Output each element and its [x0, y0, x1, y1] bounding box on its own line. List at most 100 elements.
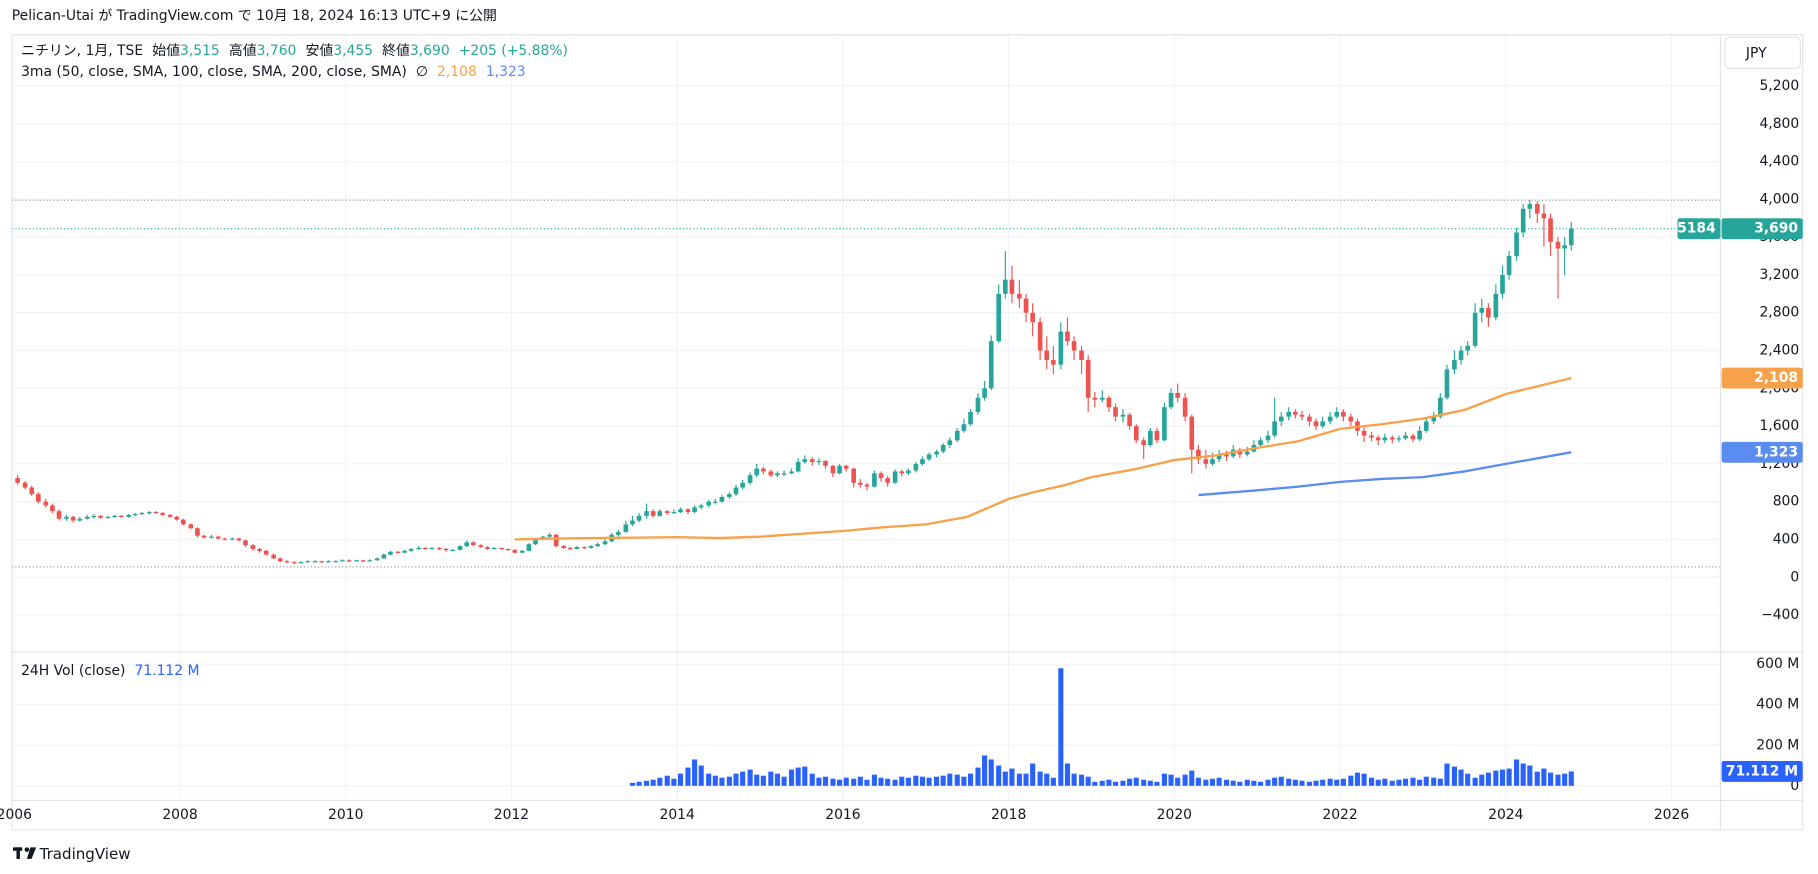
candle-body	[789, 471, 794, 474]
volume-bar	[975, 767, 981, 786]
candle-body	[940, 445, 946, 452]
volume-bar	[1382, 778, 1388, 786]
volume-bar	[913, 775, 919, 786]
volume-bar	[1058, 668, 1064, 786]
candle-body	[1452, 359, 1457, 370]
candle-body	[1527, 204, 1533, 209]
candle-body	[1009, 279, 1015, 294]
x-tick-label: 2016	[825, 807, 860, 823]
candle-body	[346, 560, 352, 562]
candle-body	[1258, 440, 1263, 446]
candle-body	[1272, 421, 1277, 436]
volume-bar	[954, 774, 960, 786]
moving-average	[514, 376, 1572, 541]
candle-body	[823, 461, 828, 466]
candle-body	[934, 451, 939, 455]
volume-bar	[1306, 781, 1312, 786]
volume-bar	[1555, 774, 1561, 786]
volume-bar	[1479, 774, 1485, 786]
candle-body	[91, 515, 97, 518]
candle-body	[1051, 359, 1056, 365]
volume-bar	[795, 767, 801, 786]
plot	[15, 200, 1574, 786]
candle-body	[478, 545, 484, 548]
symbol-badge-label: 5184	[1677, 221, 1716, 237]
candle-body	[837, 465, 842, 474]
volume-bar	[1182, 774, 1188, 786]
candle-body	[1520, 208, 1526, 233]
candle-body	[982, 388, 987, 398]
volume-bar	[1189, 770, 1195, 786]
logo-text: TradingView	[39, 845, 131, 863]
volume-bar	[1292, 779, 1298, 786]
candle-body	[1017, 293, 1022, 299]
volume-bar	[1389, 780, 1395, 786]
candle-body	[1023, 298, 1029, 313]
open-value: 3,515	[180, 43, 220, 59]
candle-body	[1113, 407, 1118, 417]
volume-bar	[878, 777, 884, 786]
candle-body	[471, 542, 476, 546]
currency[interactable]: JPY	[1745, 45, 1767, 61]
candle-body	[1244, 451, 1250, 455]
candle-body	[1168, 393, 1174, 408]
candle-body	[775, 473, 780, 476]
candle-body	[1382, 437, 1388, 441]
volume-bar	[892, 779, 898, 786]
candle-body	[567, 547, 573, 550]
candle-body	[1085, 359, 1091, 398]
candle-body	[381, 554, 387, 559]
x-tick-label: 2020	[1157, 807, 1192, 823]
candle-body	[1127, 414, 1132, 427]
change: +205 (+5.88%)	[459, 43, 568, 59]
price-badge	[1721, 760, 1803, 782]
axes: −40004008001,2001,6002,0002,4002,8003,20…	[0, 78, 1803, 823]
candle-body	[547, 534, 552, 537]
volume-bar	[1458, 769, 1464, 786]
y-tick-label: 1,600	[1759, 418, 1799, 434]
candle-body	[802, 459, 808, 463]
candle-body	[1133, 426, 1139, 441]
candle-body	[664, 511, 670, 514]
volume-bar	[1562, 773, 1568, 786]
volume-bar	[1327, 778, 1333, 786]
candle-body	[15, 478, 20, 483]
candle-body	[582, 547, 587, 549]
price-badge	[1721, 367, 1803, 389]
candle-body	[988, 341, 994, 389]
candle-body	[209, 536, 214, 538]
candle-body	[926, 454, 932, 460]
candle-body	[851, 468, 857, 483]
candle-body	[263, 550, 269, 555]
candle-body	[1148, 430, 1153, 446]
candle-body	[1348, 416, 1354, 422]
volume-bar	[1402, 778, 1409, 786]
volume-bar	[1348, 775, 1354, 786]
volume-bar	[905, 777, 911, 786]
volume-bar	[940, 775, 946, 786]
volume-bar	[1527, 765, 1533, 786]
published-note: Pelican-Utai が TradingView.com で 10月 18,…	[12, 8, 497, 24]
candle-body	[77, 518, 83, 521]
volume-bar	[1299, 780, 1305, 786]
candle-body	[450, 549, 455, 552]
candle-body	[1092, 397, 1098, 400]
candle-body	[706, 501, 711, 506]
volume-bar	[1023, 773, 1029, 786]
volume-bar	[1092, 781, 1098, 786]
candle-body	[685, 509, 691, 513]
candle-body	[712, 501, 718, 503]
volume-legend: 24H Vol (close) 71.112 M	[21, 663, 199, 679]
volume-bar	[919, 776, 926, 786]
volume-bar	[706, 773, 712, 786]
candle-body	[1210, 459, 1215, 464]
volume-bar	[1016, 773, 1022, 786]
candle-body	[843, 465, 849, 469]
candle-body	[533, 539, 538, 545]
volume-bar	[961, 776, 967, 786]
currency-button[interactable]	[1724, 36, 1801, 69]
volume-bar	[685, 767, 691, 786]
y-tick-label: 4,800	[1759, 116, 1799, 132]
